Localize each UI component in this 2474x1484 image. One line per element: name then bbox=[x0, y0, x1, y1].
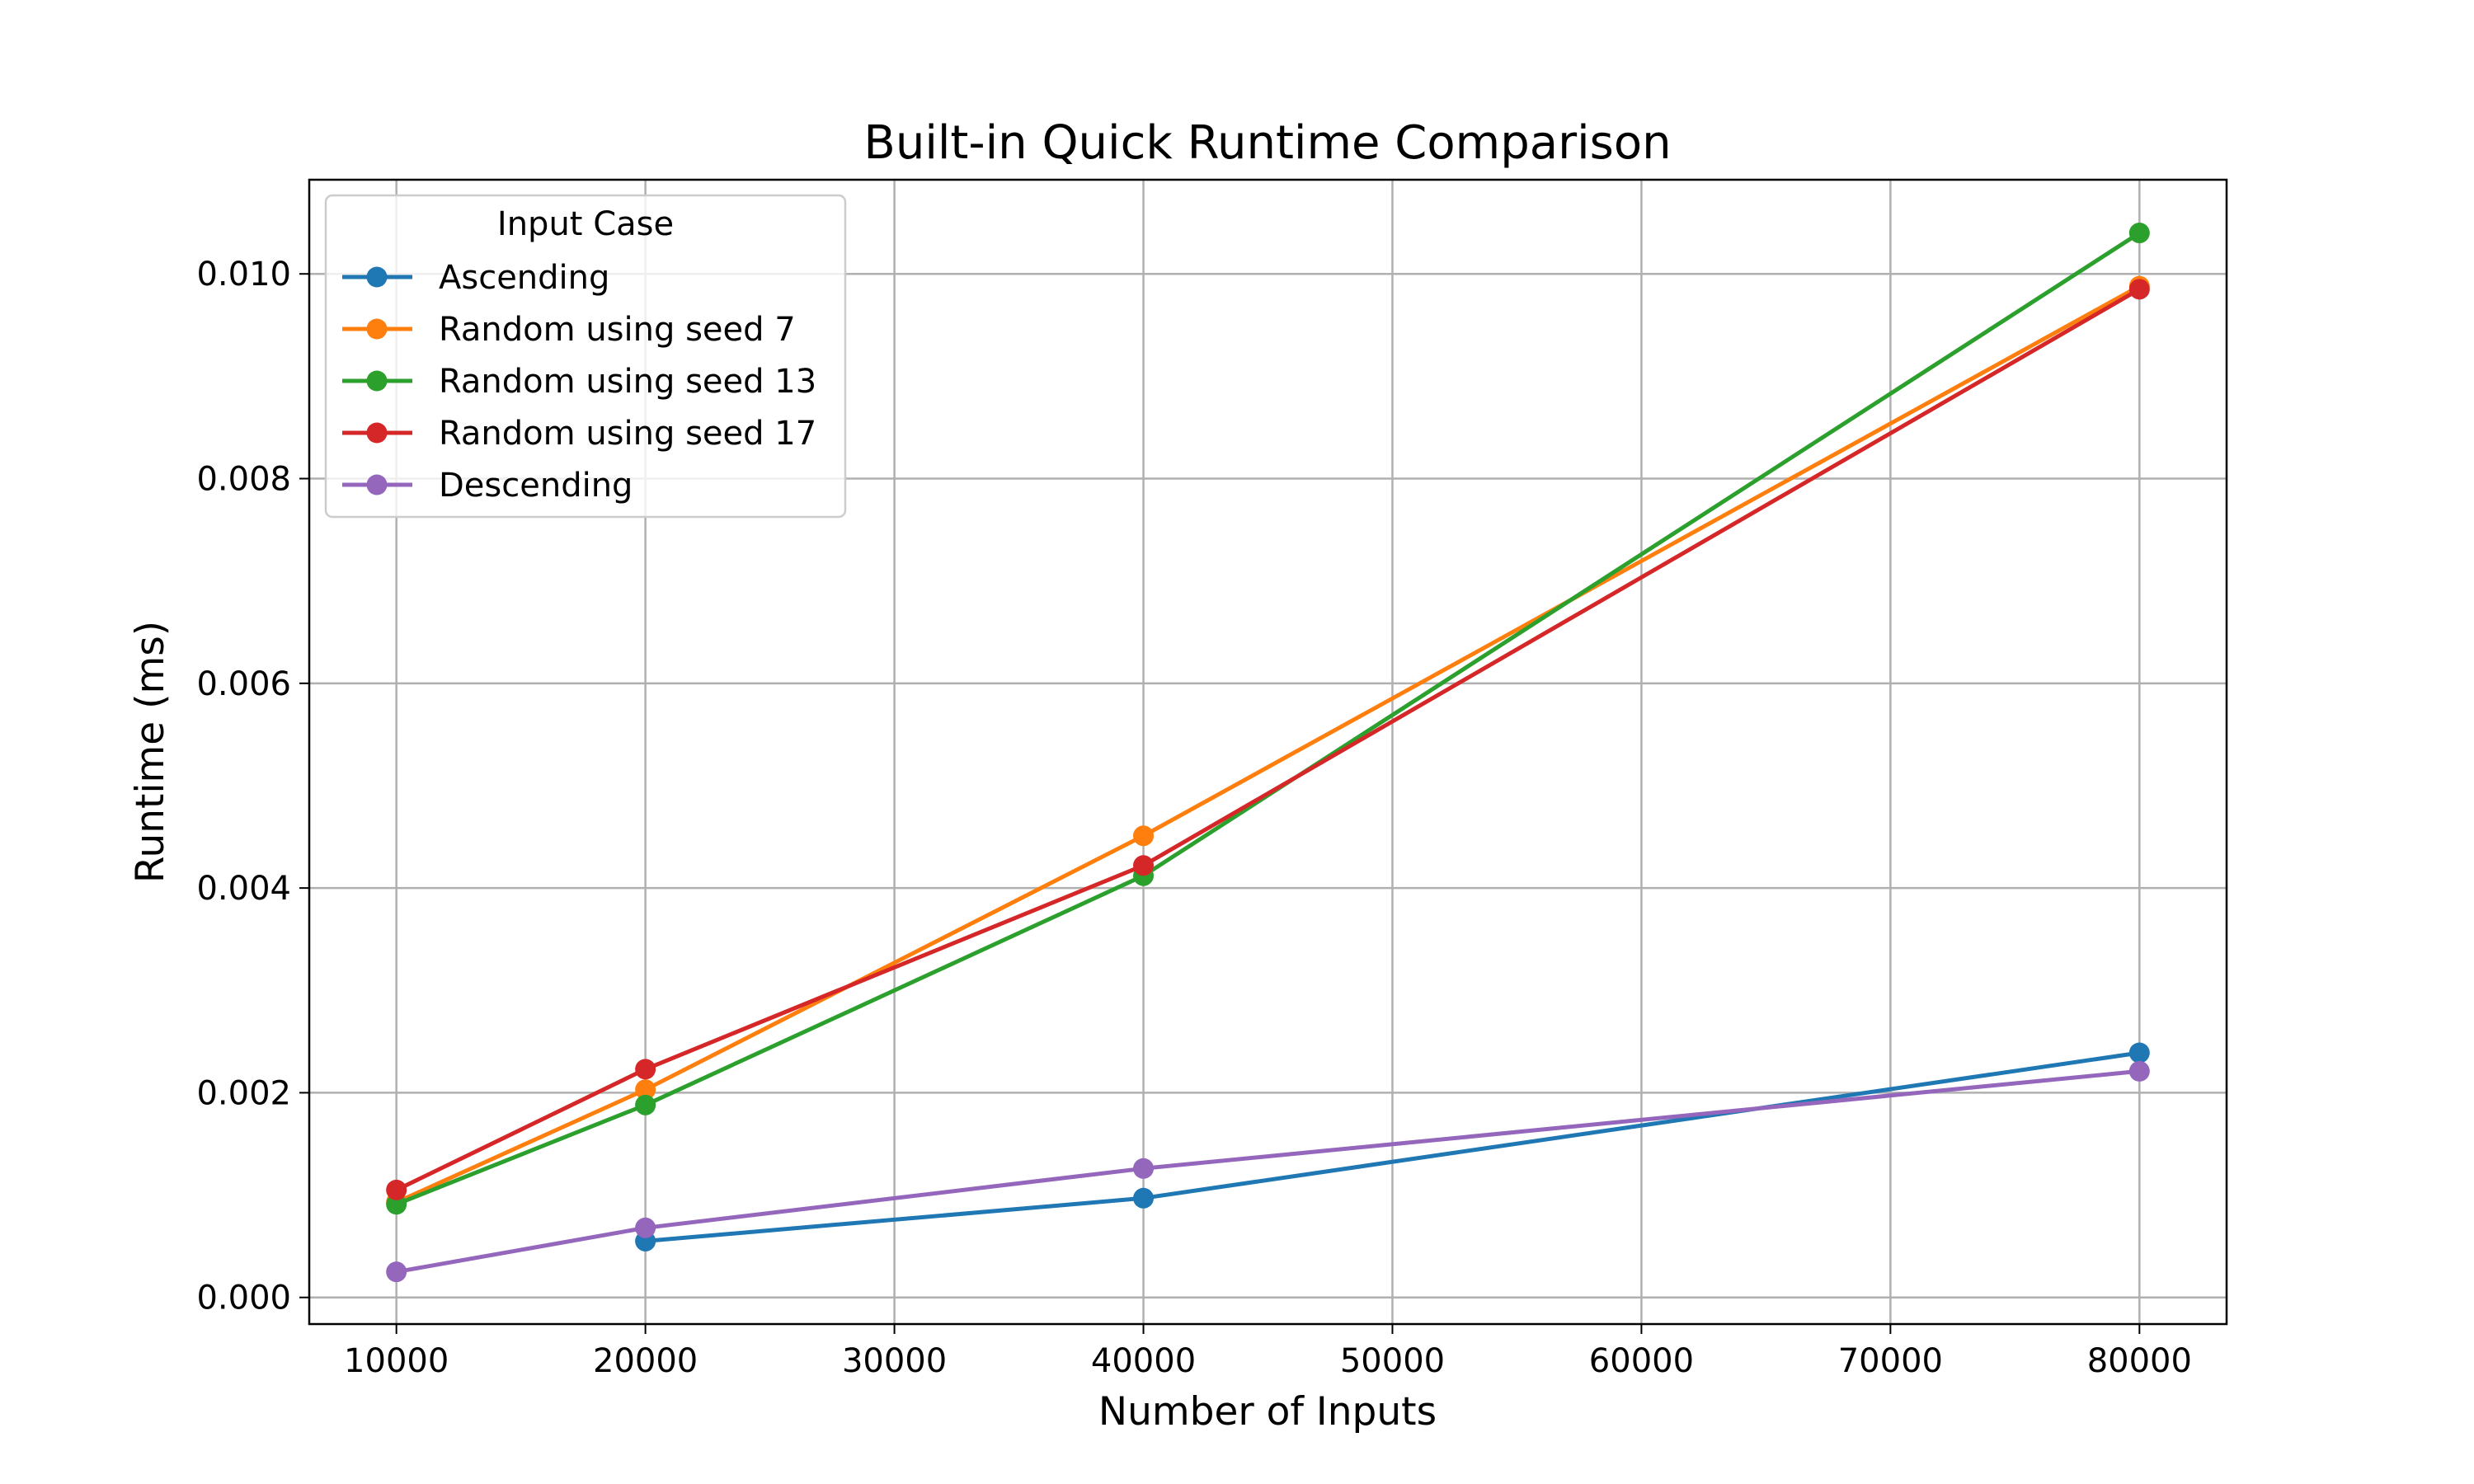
y-tick-label: 0.008 bbox=[196, 461, 291, 499]
axis-ticks: 10000 20000 30000 40000 50000 60000 70000 80000… bbox=[196, 256, 2191, 1380]
data-point bbox=[2128, 279, 2150, 300]
legend-entry: Ascending bbox=[342, 259, 609, 297]
legend: Input Case Ascending Random using seed 7 R… bbox=[324, 194, 847, 519]
data-point bbox=[635, 1217, 656, 1238]
legend-label: Random using seed 17 bbox=[439, 415, 816, 453]
data-point bbox=[2128, 1060, 2150, 1082]
x-tick-label: 30000 bbox=[842, 1342, 947, 1380]
x-tick-label: 50000 bbox=[1340, 1342, 1445, 1380]
legend-marker bbox=[366, 318, 388, 340]
legend-marker bbox=[366, 266, 388, 288]
data-point bbox=[1133, 1187, 1155, 1209]
legend-marker bbox=[366, 474, 388, 495]
data-point bbox=[1133, 825, 1155, 847]
series-0 bbox=[635, 1042, 2150, 1252]
x-axis-label: Number of Inputs bbox=[1098, 1389, 1437, 1435]
data-point bbox=[635, 1094, 656, 1115]
series-3 bbox=[386, 279, 2150, 1200]
legend-marker bbox=[366, 422, 388, 444]
series-4 bbox=[386, 1060, 2150, 1283]
legend-label: Random using seed 7 bbox=[439, 311, 796, 349]
data-point bbox=[2128, 223, 2150, 244]
x-tick-label: 40000 bbox=[1091, 1342, 1196, 1380]
legend-title: Input Case bbox=[497, 205, 674, 243]
data-point bbox=[1133, 855, 1155, 876]
legend-entry: Descending bbox=[342, 467, 633, 505]
chart-title: Built-in Quick Runtime Comparison bbox=[863, 116, 1671, 170]
y-tick-label: 0.002 bbox=[196, 1074, 291, 1112]
series-line bbox=[395, 284, 2141, 1205]
series-2 bbox=[386, 223, 2150, 1215]
x-tick-label: 80000 bbox=[2087, 1342, 2192, 1380]
legend-label: Random using seed 13 bbox=[439, 363, 816, 401]
data-point bbox=[635, 1059, 656, 1080]
plot-frame bbox=[308, 178, 2228, 1326]
y-tick-label: 0.004 bbox=[196, 870, 291, 908]
x-tick-label: 10000 bbox=[344, 1342, 449, 1380]
data-point bbox=[2128, 1042, 2150, 1064]
data-point bbox=[635, 1079, 656, 1101]
legend-label: Descending bbox=[439, 467, 633, 505]
y-axis-label: Runtime (ms) bbox=[128, 621, 173, 883]
x-tick-label: 20000 bbox=[593, 1342, 698, 1380]
series-group bbox=[386, 223, 2150, 1283]
y-tick-label: 0.010 bbox=[196, 256, 291, 294]
legend-entry: Random using seed 13 bbox=[342, 363, 816, 401]
data-point bbox=[386, 1179, 407, 1200]
legend-marker bbox=[366, 370, 388, 392]
y-tick-label: 0.000 bbox=[196, 1280, 291, 1317]
data-point bbox=[386, 1261, 407, 1283]
data-point bbox=[386, 1194, 407, 1215]
legend-entry: Random using seed 7 bbox=[342, 311, 796, 349]
x-tick-label: 70000 bbox=[1838, 1342, 1943, 1380]
y-tick-label: 0.006 bbox=[196, 665, 291, 703]
series-line bbox=[396, 1068, 2140, 1275]
series-line bbox=[395, 287, 2141, 1192]
legend-label: Ascending bbox=[439, 259, 609, 297]
legend-entries: Ascending Random using seed 7 Random using… bbox=[342, 259, 816, 505]
data-point bbox=[1133, 1158, 1155, 1179]
legend-entry: Random using seed 17 bbox=[342, 415, 816, 453]
series-line bbox=[395, 231, 2141, 1207]
legend-box bbox=[324, 194, 847, 519]
x-tick-label: 60000 bbox=[1589, 1342, 1694, 1380]
